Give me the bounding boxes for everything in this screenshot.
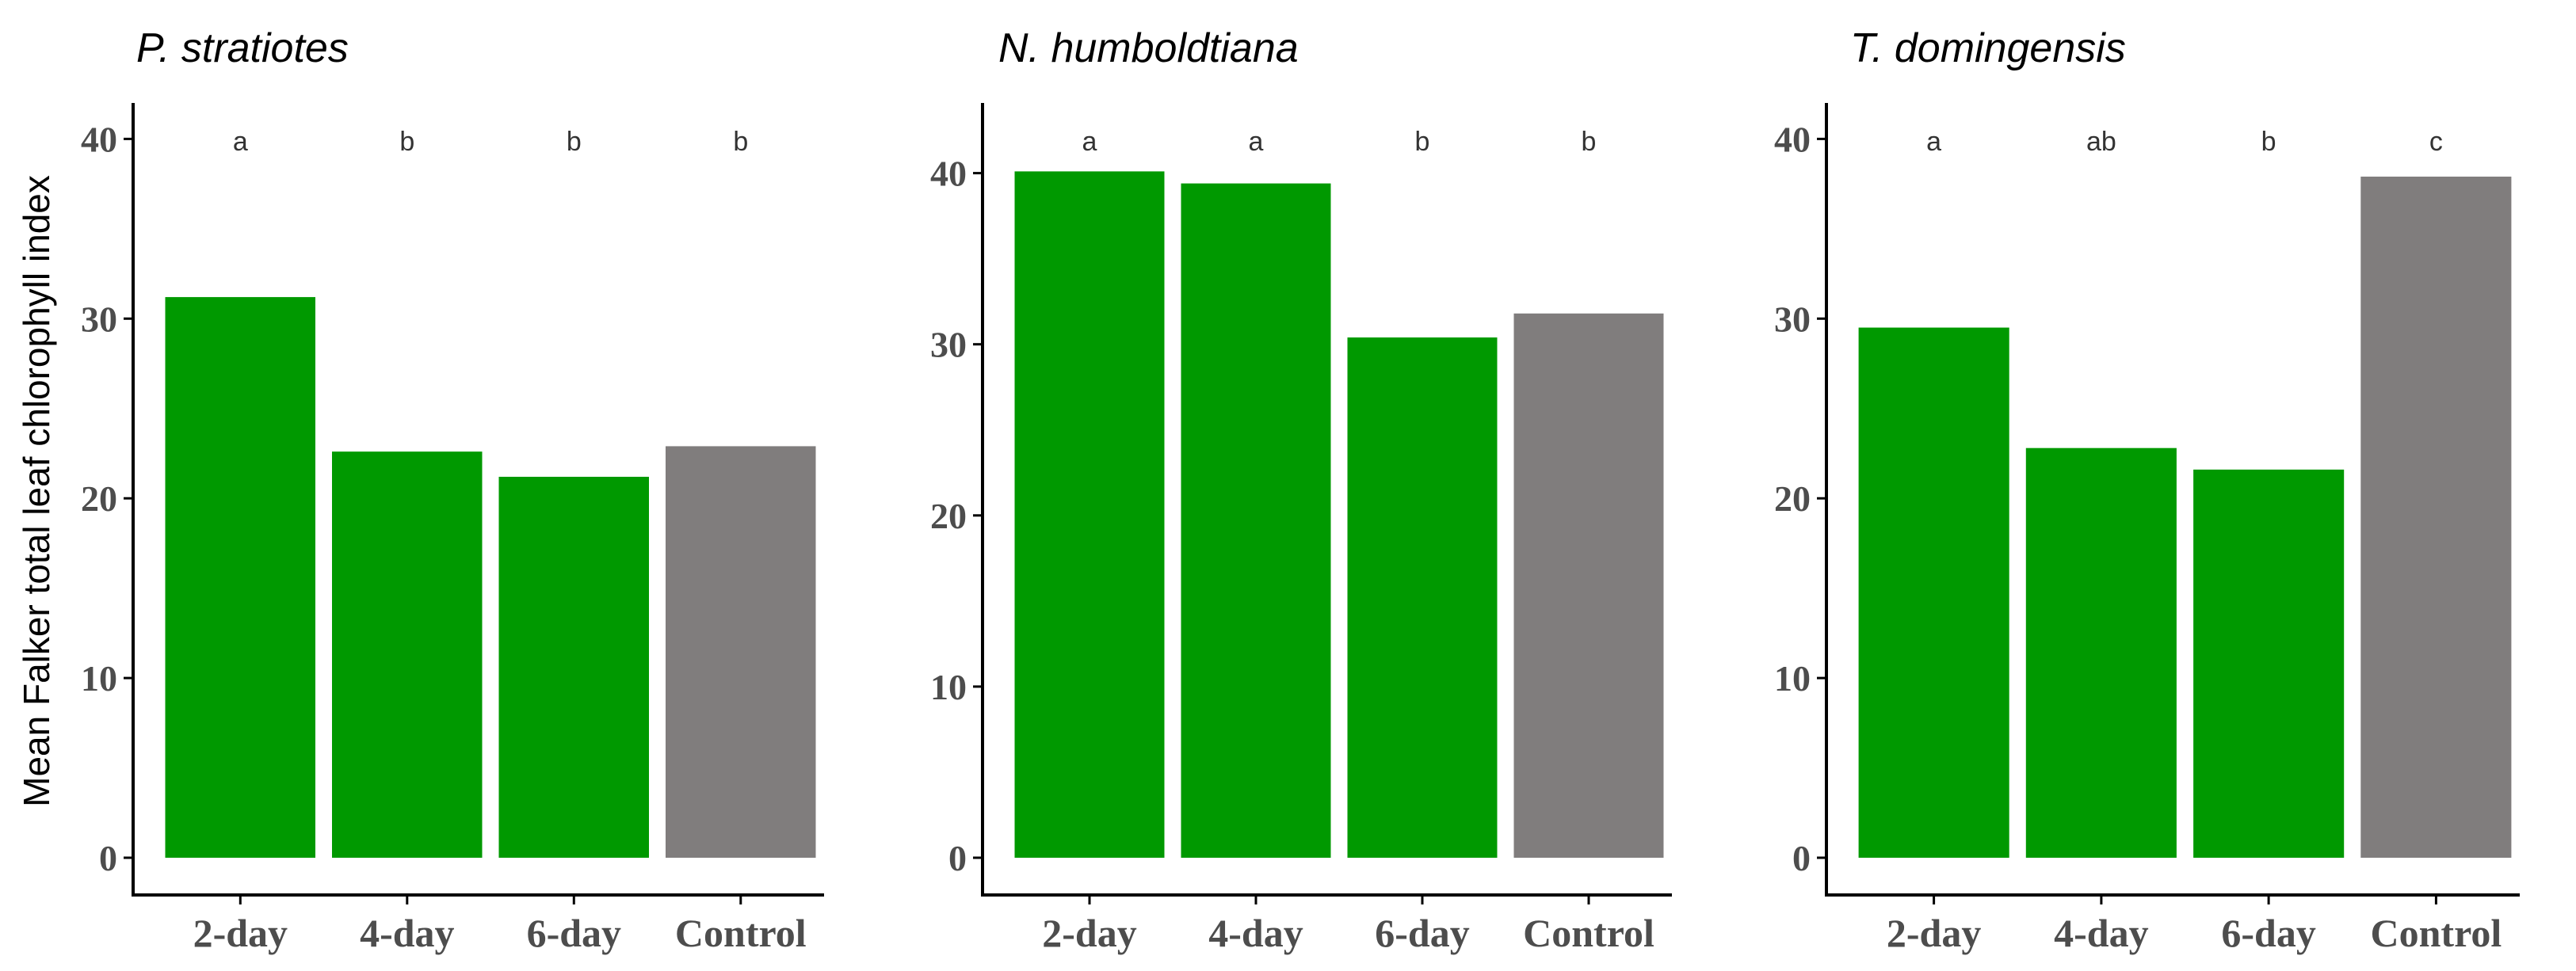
significance-letter: c — [2429, 127, 2443, 157]
x-tick-label: 6-day — [1375, 911, 1469, 955]
chart-panel-2: N. humboldtiana a 2-day a 4-day b 6-day b Contro… — [930, 25, 1672, 955]
chart-panel-3: T. domingensis a 2-day ab 4-day b 6-day c Contro… — [1774, 25, 2520, 955]
y-tick-label: 30 — [1774, 299, 1811, 339]
bar-2-day — [1858, 327, 2009, 859]
y-tick-label: 0 — [99, 838, 117, 878]
x-tick-label: 2-day — [193, 911, 288, 955]
significance-letter: b — [1415, 127, 1430, 157]
x-tick-label: 6-day — [2221, 911, 2315, 955]
bar-6-day — [2193, 469, 2345, 858]
y-tick-label: 20 — [81, 478, 117, 519]
significance-letter: a — [1082, 127, 1097, 157]
x-tick-label: Control — [675, 911, 807, 955]
bar-control — [2360, 177, 2512, 858]
panel-title: P. stratiotes — [136, 25, 349, 71]
bar-2-day — [165, 297, 315, 859]
y-tick-label: 10 — [81, 658, 117, 699]
x-tick-label: 4-day — [360, 911, 454, 955]
significance-letter: b — [2261, 127, 2276, 157]
y-tick-label: 30 — [81, 299, 117, 339]
y-tick-label: 40 — [930, 154, 967, 194]
bar-4-day — [2025, 447, 2177, 858]
axis-lines — [1825, 103, 2520, 897]
significance-letter: ab — [2086, 127, 2116, 157]
bar-6-day — [498, 477, 649, 858]
bar-6-day — [1347, 337, 1498, 859]
panel-title: N. humboldtiana — [998, 25, 1299, 71]
significance-letter: b — [1582, 127, 1597, 157]
y-tick-label: 0 — [948, 838, 967, 878]
bar-4-day — [332, 451, 483, 858]
chart-panels: P. stratiotes a 2-day b 4-day b 6-day b Control 0… — [81, 25, 2520, 955]
axis-lines — [132, 103, 824, 897]
y-tick-label: 40 — [1774, 119, 1811, 159]
bar-control — [1513, 313, 1664, 858]
significance-letter: a — [233, 127, 248, 157]
chart-panel-1: P. stratiotes a 2-day b 4-day b 6-day b Control 0… — [81, 25, 824, 955]
bar-2-day — [1014, 171, 1165, 858]
x-tick-label: Control — [2371, 911, 2502, 955]
axis-lines — [981, 103, 1672, 897]
x-tick-label: 4-day — [1208, 911, 1303, 955]
y-tick-label: 20 — [930, 496, 967, 536]
y-axis-label: Mean Falker total leaf chlorophyll index — [16, 175, 57, 807]
y-tick-label: 10 — [930, 667, 967, 707]
bar-4-day — [1181, 183, 1331, 859]
significance-letter: a — [1249, 127, 1264, 157]
y-tick-label: 40 — [81, 119, 117, 159]
y-tick-label: 10 — [1774, 658, 1811, 699]
significance-letter: b — [733, 127, 748, 157]
y-tick-label: 20 — [1774, 478, 1811, 519]
x-tick-label: 4-day — [2054, 911, 2148, 955]
significance-letter: b — [567, 127, 582, 157]
significance-letter: b — [399, 127, 414, 157]
bar-control — [666, 446, 816, 858]
y-tick-label: 0 — [1792, 838, 1811, 878]
y-tick-label: 30 — [930, 325, 967, 365]
x-tick-label: 2-day — [1042, 911, 1136, 955]
x-tick-label: Control — [1523, 911, 1654, 955]
panel-title: T. domingensis — [1850, 25, 2126, 71]
x-tick-label: 6-day — [527, 911, 621, 955]
significance-letter: a — [1926, 127, 1941, 157]
x-tick-label: 2-day — [1887, 911, 1981, 955]
